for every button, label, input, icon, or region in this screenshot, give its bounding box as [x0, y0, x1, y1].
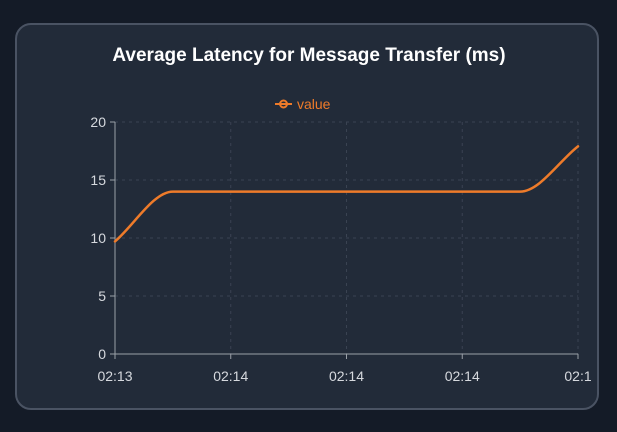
- legend-label: value: [297, 96, 331, 112]
- grid-lines: [115, 121, 579, 354]
- y-tick-label: 10: [90, 230, 106, 246]
- x-tick-label: 02:1: [564, 368, 591, 384]
- legend-marker-icon: [279, 99, 288, 109]
- y-tick-label: 15: [90, 172, 106, 188]
- series-line-value: [113, 145, 580, 243]
- x-tick-label: 02:14: [329, 368, 364, 384]
- chart-svg: 0 5 10 15 20 02:13 02:14 02:14 02:14 02:1 value: [90, 96, 592, 384]
- y-tick-label: 5: [98, 288, 106, 304]
- chart-card: Average Latency for Message Transfer (ms…: [15, 23, 599, 410]
- y-tick-label: 20: [90, 114, 106, 130]
- x-tick-label: 02:13: [97, 368, 132, 384]
- y-tick-label: 0: [98, 346, 106, 362]
- x-tick-label: 02:14: [445, 368, 480, 384]
- x-tick-label: 02:14: [213, 368, 248, 384]
- chart-title: Average Latency for Message Transfer (ms…: [112, 45, 506, 66]
- legend[interactable]: value: [275, 96, 331, 112]
- y-axis-ticks: 0 5 10 15 20: [90, 114, 115, 362]
- x-axis-ticks: 02:13 02:14 02:14 02:14 02:1: [97, 354, 592, 384]
